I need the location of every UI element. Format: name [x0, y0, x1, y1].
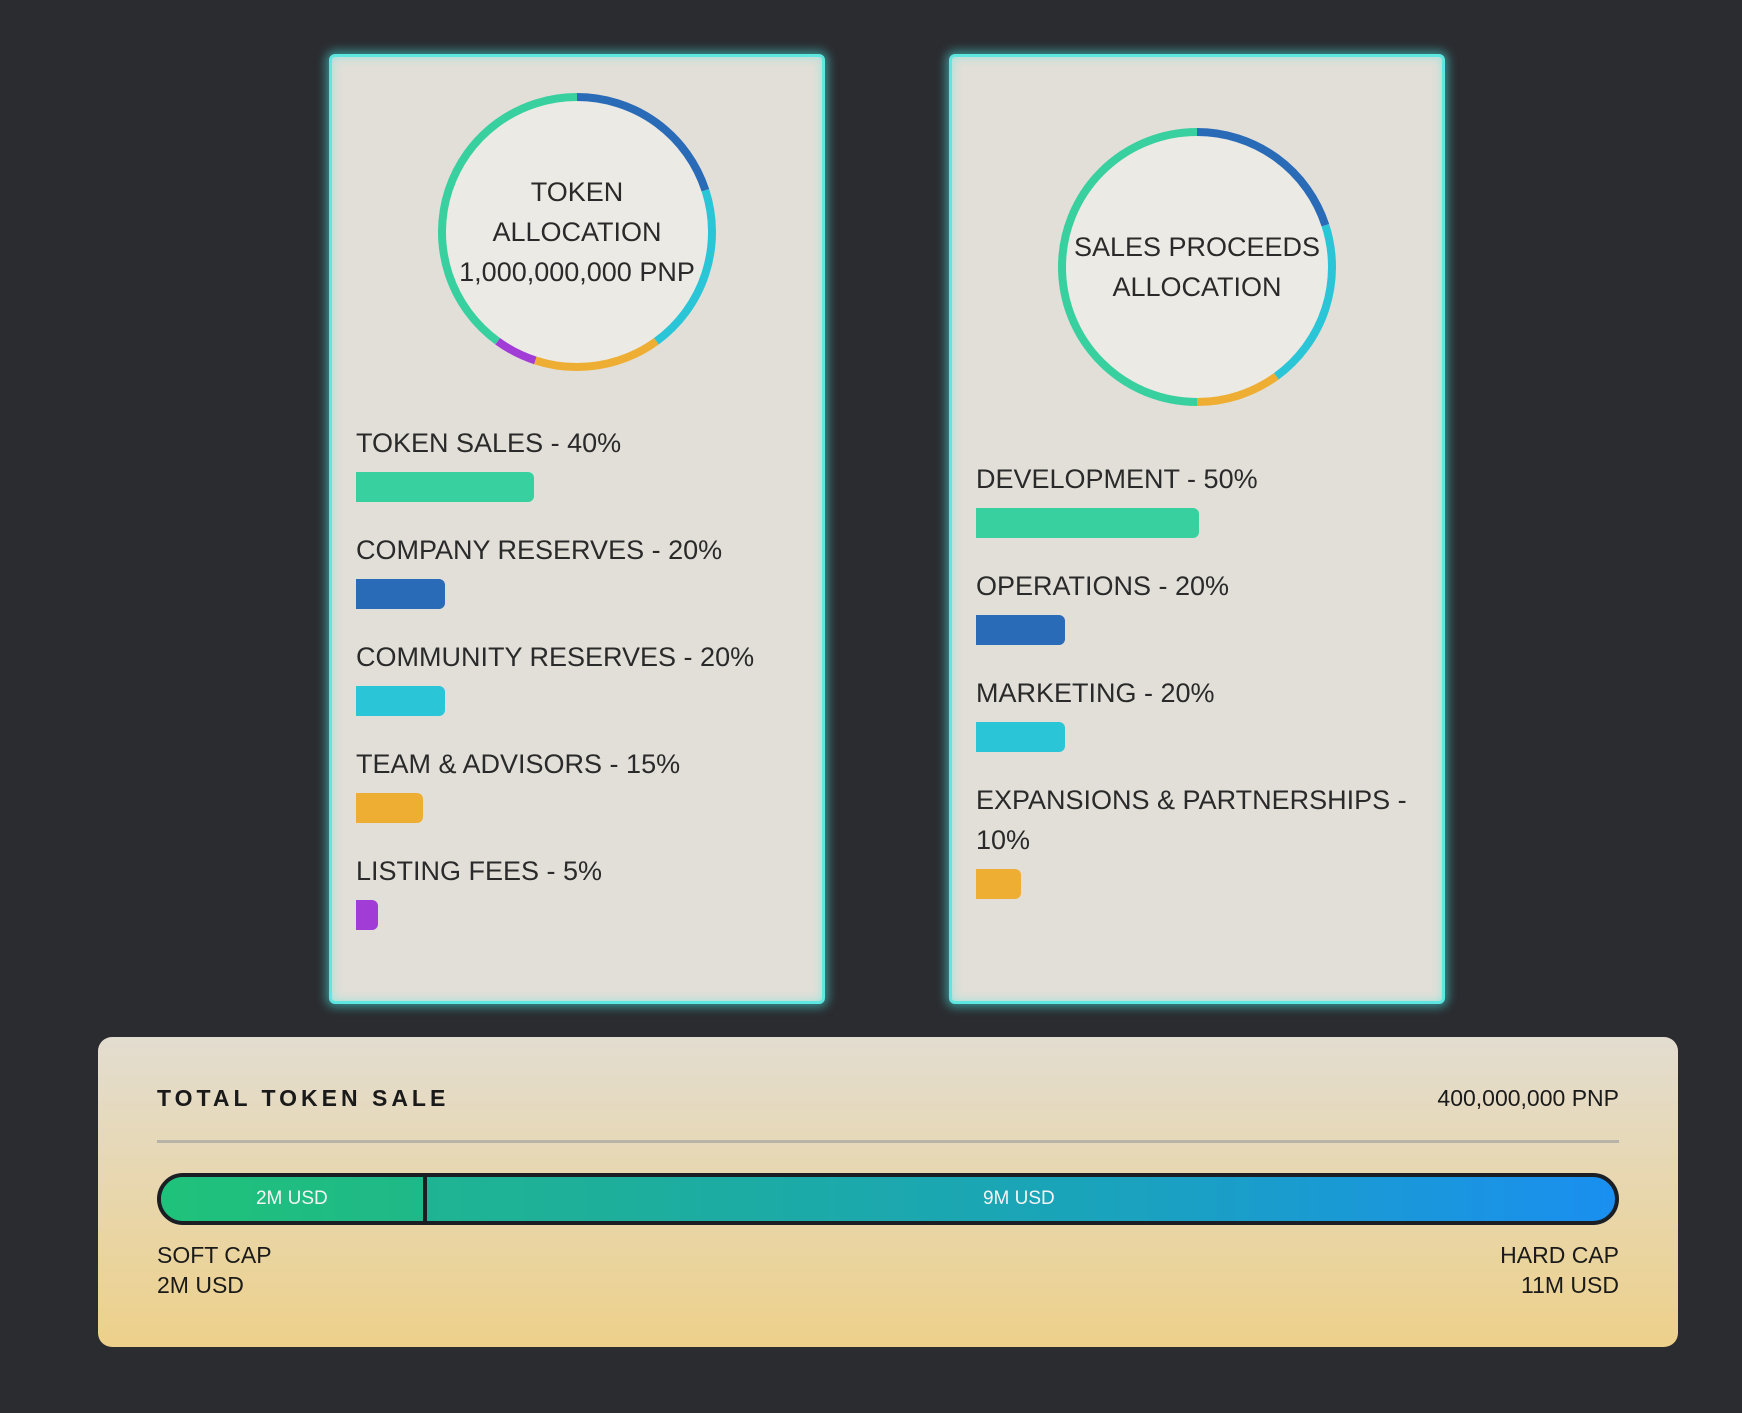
sales-ring-title-line-2: ALLOCATION	[1112, 272, 1282, 302]
token-allocation-list: TOKEN SALES - 40% COMPANY RESERVES - 20% C…	[356, 423, 796, 958]
token-ring-segment	[534, 337, 659, 371]
sales-proceeds-item-bar	[976, 722, 1065, 752]
token-allocation-item-bar	[356, 686, 445, 716]
token-ring-segment	[576, 93, 710, 192]
token-ring-face	[442, 97, 712, 367]
sales-proceeds-item: OPERATIONS - 20%	[976, 566, 1416, 645]
sales-proceeds-item-bar	[976, 615, 1065, 645]
token-ring-title-line-1: TOKEN	[530, 177, 624, 207]
soft-cap-caption: SOFT CAP 2M USD	[157, 1240, 272, 1300]
sales-ring-title-line-1: SALES PROCEEDS	[1073, 232, 1321, 262]
token-ring-label: TOKEN ALLOCATION 1,000,000,000 PNP	[426, 81, 728, 383]
sales-proceeds-item-bar	[976, 508, 1199, 538]
token-allocation-item-label: TEAM & ADVISORS - 15%	[356, 749, 681, 779]
token-allocation-item-label: LISTING FEES - 5%	[356, 856, 603, 886]
token-ring-segment	[495, 337, 537, 365]
total-token-sale-title: TOTAL TOKEN SALE	[157, 1085, 450, 1111]
token-allocation-ring-chart: TOKEN ALLOCATION 1,000,000,000 PNP	[426, 81, 728, 383]
sales-proceeds-card: SALES PROCEEDS ALLOCATION DEVELOPMENT - …	[949, 54, 1445, 1004]
token-ring-segment	[653, 189, 716, 345]
token-ring-title-line-2: ALLOCATION	[492, 217, 662, 247]
sales-ring-label: SALES PROCEEDS ALLOCATION	[1046, 116, 1348, 418]
sales-proceeds-item: MARKETING - 20%	[976, 673, 1416, 752]
token-allocation-item: TEAM & ADVISORS - 15%	[356, 744, 796, 823]
token-allocation-card: TOKEN ALLOCATION 1,000,000,000 PNP TOKEN…	[329, 54, 825, 1004]
sales-proceeds-item-label: EXPANSIONS & PARTNERSHIPS - 10%	[976, 785, 1407, 855]
sales-ring-svg	[1058, 128, 1336, 406]
soft-cap-segment-label: 2M USD	[255, 1188, 328, 1209]
sales-proceeds-ring-chart: SALES PROCEEDS ALLOCATION	[1046, 116, 1348, 418]
total-token-sale-panel: TOTAL TOKEN SALE 400,000,000 PNP 2M USD …	[98, 1037, 1678, 1347]
token-ring-total-supply: 1,000,000,000 PNP	[459, 257, 695, 287]
sale-cap-progress-bar: 2M USD 9M USD	[157, 1173, 1619, 1225]
sales-proceeds-item-label: OPERATIONS - 20%	[976, 571, 1230, 601]
sales-proceeds-item: EXPANSIONS & PARTNERSHIPS - 10%	[976, 780, 1416, 899]
token-allocation-item-bar	[356, 900, 379, 930]
token-allocation-item-bar	[356, 472, 534, 502]
token-allocation-item: COMPANY RESERVES - 20%	[356, 530, 796, 609]
sales-ring-face	[1062, 132, 1332, 402]
sales-proceeds-list: DEVELOPMENT - 50% OPERATIONS - 20% MARKETI…	[976, 459, 1416, 927]
soft-cap-label: SOFT CAP	[157, 1242, 272, 1268]
hard-cap-label: HARD CAP	[1500, 1242, 1619, 1268]
token-ring-svg	[438, 93, 716, 371]
token-ring-segment	[438, 93, 578, 345]
sales-proceeds-item-label: DEVELOPMENT - 50%	[976, 464, 1258, 494]
sales-proceeds-item-bar	[976, 869, 1021, 899]
divider	[157, 1140, 1619, 1143]
token-allocation-item-label: COMPANY RESERVES - 20%	[356, 535, 723, 565]
sales-ring-segment	[1196, 372, 1279, 406]
token-allocation-item-label: TOKEN SALES - 40%	[356, 428, 622, 458]
soft-cap-value: 2M USD	[157, 1272, 244, 1298]
token-allocation-item-bar	[356, 793, 423, 823]
soft-cap-segment	[161, 1177, 427, 1221]
token-allocation-item-label: COMMUNITY RESERVES - 20%	[356, 642, 755, 672]
hard-cap-value: 11M USD	[1521, 1272, 1619, 1298]
token-allocation-item: LISTING FEES - 5%	[356, 851, 796, 930]
sales-proceeds-item: DEVELOPMENT - 50%	[976, 459, 1416, 538]
sales-ring-segment	[1058, 128, 1198, 406]
token-allocation-item: TOKEN SALES - 40%	[356, 423, 796, 502]
sales-ring-segment	[1196, 128, 1330, 227]
total-token-sale-amount: 400,000,000 PNP	[1437, 1085, 1619, 1111]
token-allocation-item: COMMUNITY RESERVES - 20%	[356, 637, 796, 716]
token-allocation-item-bar	[356, 579, 445, 609]
sales-proceeds-item-label: MARKETING - 20%	[976, 678, 1215, 708]
hard-cap-segment-label: 9M USD	[982, 1188, 1055, 1209]
sales-ring-segment	[1273, 224, 1336, 380]
hard-cap-caption: HARD CAP 11M USD	[1500, 1240, 1619, 1300]
